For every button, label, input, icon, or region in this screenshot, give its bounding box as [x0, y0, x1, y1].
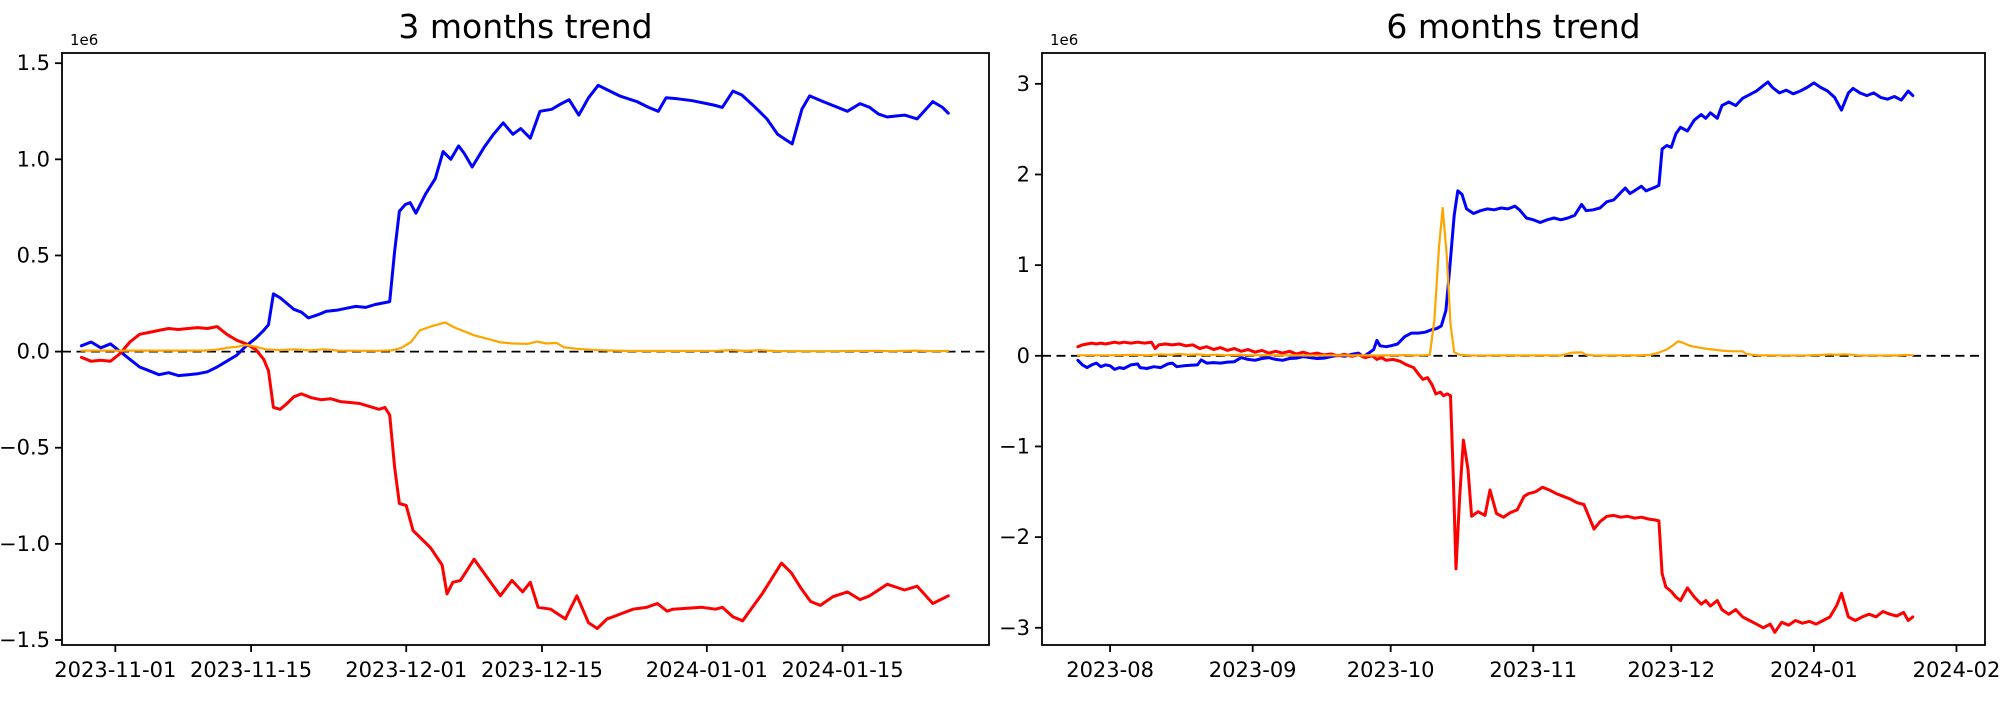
x-tick-label: 2023-11 — [1489, 658, 1577, 682]
x-tick-label: 2023-10 — [1347, 658, 1435, 682]
subplot-6-months-trend: 3 2 1 0 −1 −2 −3 2023-08 2023-09 2023-10 2023-11 20… — [999, 7, 2000, 682]
x-tick-label: 2023-12 — [1627, 658, 1715, 682]
x-tick-label: 2024-01 — [1770, 658, 1858, 682]
x-tick-label: 2023-11-15 — [190, 658, 312, 682]
plot-frame — [1041, 52, 1986, 646]
chart-title: 3 months trend — [398, 7, 652, 46]
series-line-red — [1076, 340, 1915, 634]
y-tick-label: 3 — [1017, 72, 1030, 96]
x-tick-label: 2023-08 — [1066, 658, 1154, 682]
chart-title: 6 months trend — [1386, 7, 1640, 46]
x-tick-label: 2024-01-01 — [646, 658, 768, 682]
y-tick-label: −1.0 — [0, 532, 50, 556]
series-line-blue — [1076, 80, 1915, 371]
y-tick-label: 1 — [1017, 253, 1030, 277]
y-tick-label: 1.0 — [17, 147, 50, 171]
y-tick-label: −1.5 — [0, 628, 50, 652]
y-tick-label: 0.0 — [17, 340, 50, 364]
series-line-red — [79, 325, 950, 630]
y-tick-label: 0 — [1017, 344, 1030, 368]
y-tick-label: −2 — [999, 525, 1030, 549]
x-tick-label: 2023-12-01 — [345, 658, 467, 682]
y-tick-label: 0.5 — [17, 243, 50, 267]
axis-offset-label: 1e6 — [70, 31, 98, 49]
plot-frame — [61, 52, 990, 646]
series-line-blue — [79, 83, 950, 378]
x-tick-label: 2023-12-15 — [481, 658, 603, 682]
axis-offset-label: 1e6 — [1050, 31, 1078, 49]
x-tick-label: 2024-01-15 — [782, 658, 904, 682]
x-tick-label: 2023-11-01 — [54, 658, 176, 682]
y-tick-label: 2 — [1017, 162, 1030, 186]
series-line-orange — [80, 321, 950, 353]
y-tick-label: −3 — [999, 616, 1030, 640]
series-line-orange — [1076, 206, 1914, 357]
y-tick-label: 1.5 — [17, 51, 50, 75]
x-tick-label: 2024-02 — [1913, 658, 2000, 682]
y-tick-label: −1 — [999, 434, 1030, 458]
y-tick-label: −0.5 — [0, 436, 50, 460]
x-tick-label: 2023-09 — [1209, 658, 1297, 682]
